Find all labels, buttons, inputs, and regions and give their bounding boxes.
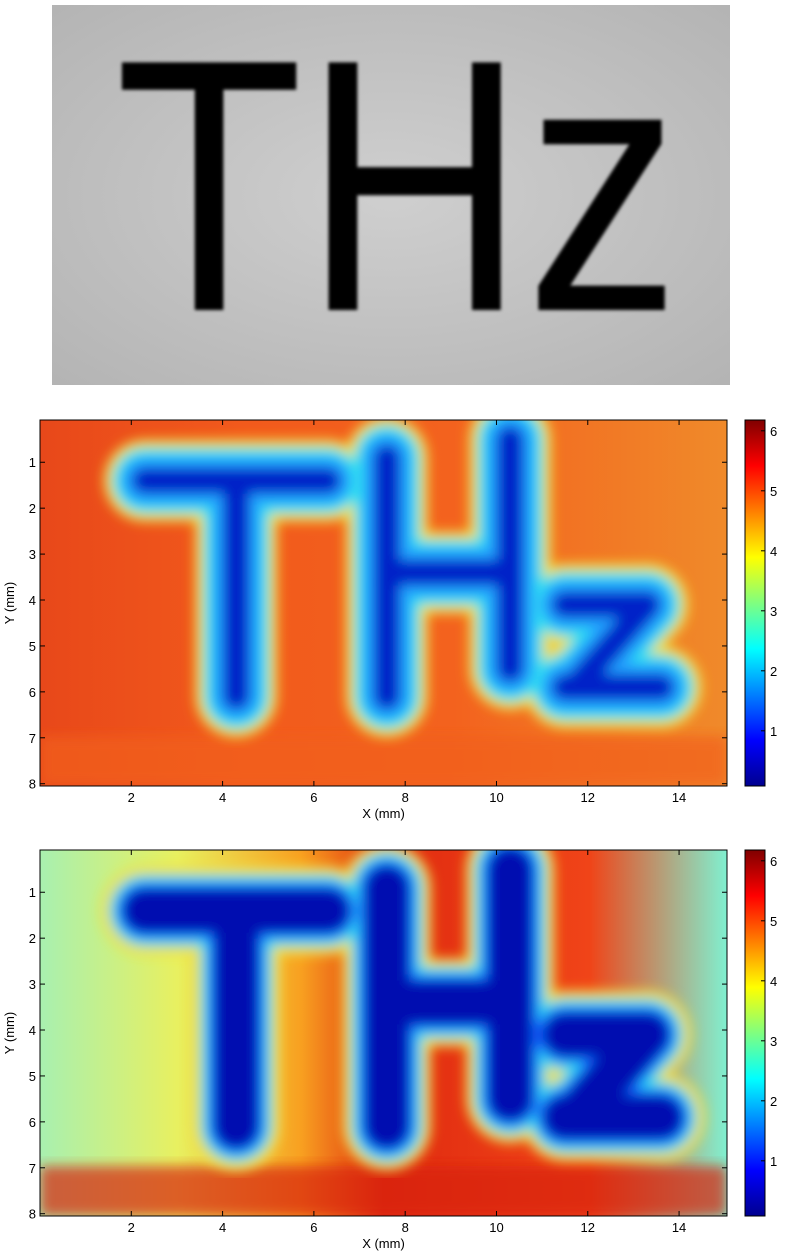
y-axis-label: Y (mm) (2, 582, 17, 624)
x-tick-label: 6 (310, 1220, 317, 1235)
heatmap-band (40, 1166, 727, 1216)
x-tick-label: 14 (672, 790, 686, 805)
y-tick-label: 5 (29, 639, 36, 654)
y-tick-label: 8 (29, 1207, 36, 1222)
heatmap-image (40, 420, 727, 786)
photo-text: THz (115, 0, 680, 387)
x-tick-label: 10 (489, 790, 503, 805)
x-tick-label: 6 (310, 790, 317, 805)
x-tick-label: 2 (128, 1220, 135, 1235)
y-tick-label: 3 (29, 977, 36, 992)
colorbar-tick-label: 1 (770, 724, 777, 739)
x-tick-label: 10 (489, 1220, 503, 1235)
y-tick-label: 2 (29, 931, 36, 946)
x-tick-label: 8 (402, 1220, 409, 1235)
y-tick-label: 7 (29, 731, 36, 746)
x-tick-label: 4 (219, 1220, 226, 1235)
x-tick-label: 2 (128, 790, 135, 805)
x-tick-label: 4 (219, 790, 226, 805)
y-tick-label: 1 (29, 455, 36, 470)
x-tick-label: 12 (581, 1220, 595, 1235)
x-tick-label: 8 (402, 790, 409, 805)
y-tick-label: 6 (29, 685, 36, 700)
colorbar-tick-label: 5 (770, 484, 777, 499)
y-tick-label: 6 (29, 1115, 36, 1130)
colorbar-tick-label: 6 (770, 424, 777, 439)
colorbar-tick-label: 2 (770, 664, 777, 679)
colorbar-tick-label: 5 (770, 914, 777, 929)
figure: THz 246810121412345678X (mm)Y (mm)123456… (0, 0, 787, 1260)
y-tick-label: 4 (29, 593, 36, 608)
x-axis-label: X (mm) (362, 806, 405, 821)
colorbar-tick-label: 3 (770, 1034, 777, 1049)
y-tick-label: 3 (29, 547, 36, 562)
colorbar-tick-label: 3 (770, 604, 777, 619)
colorbar-tick-label: 1 (770, 1154, 777, 1169)
y-tick-label: 1 (29, 885, 36, 900)
y-tick-label: 7 (29, 1161, 36, 1176)
heatmap-image (40, 850, 727, 1216)
y-tick-label: 5 (29, 1069, 36, 1084)
y-tick-label: 2 (29, 501, 36, 516)
x-axis-label: X (mm) (362, 1236, 405, 1251)
colorbar-tick-label: 4 (770, 544, 777, 559)
heatmap-band (40, 736, 727, 786)
x-tick-label: 14 (672, 1220, 686, 1235)
y-tick-label: 8 (29, 777, 36, 792)
colorbar-tick-label: 4 (770, 974, 777, 989)
x-tick-label: 12 (581, 790, 595, 805)
colorbar-tick-label: 2 (770, 1094, 777, 1109)
y-axis-label: Y (mm) (2, 1012, 17, 1054)
y-tick-label: 4 (29, 1023, 36, 1038)
page: THz 246810121412345678X (mm)Y (mm)123456… (0, 0, 787, 1260)
colorbar-tick-label: 6 (770, 854, 777, 869)
